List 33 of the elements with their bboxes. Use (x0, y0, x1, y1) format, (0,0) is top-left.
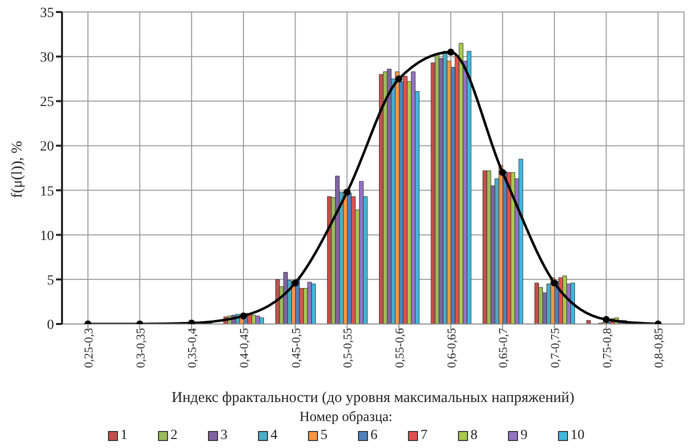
y-tick-label: 20 (40, 140, 54, 155)
legend-label: 2 (170, 428, 178, 444)
y-tick-label: 35 (40, 6, 54, 21)
x-axis-title: Индекс фрактальности (до уровня максимальных напряжений) (172, 390, 574, 406)
x-tick-label: 0,6-0,65 (444, 328, 458, 368)
x-tick-label: 0,8-0,85 (652, 328, 666, 368)
legend-label: 8 (470, 428, 478, 444)
y-tick-label: 0 (47, 318, 54, 333)
x-tick-label: 0,4-0,45 (236, 328, 251, 368)
x-tick-label: 0,75-0,8 (600, 328, 614, 368)
legend-label: 7 (420, 428, 428, 444)
legend-label: 3 (220, 428, 228, 444)
y-tick-label: 15 (40, 184, 54, 200)
y-tick-label: 25 (40, 95, 54, 110)
legend-label: 10 (570, 428, 584, 444)
y-tick-label: 10 (40, 228, 54, 244)
x-tick-label: 0,25-0,3 (81, 328, 96, 368)
x-tick-label: 0,45-0,5 (288, 328, 303, 368)
x-tick-label: 0,55-0,6 (392, 328, 406, 368)
legend-label: 6 (370, 428, 378, 444)
y-tick-label: 5 (47, 273, 54, 288)
legend-label: 5 (320, 428, 328, 444)
legend-label: 9 (520, 428, 528, 444)
legend-label: 1 (120, 428, 128, 444)
y-axis-title: f(μ(l)), % (9, 140, 26, 198)
x-tick-label: 0,65-0,7 (496, 328, 510, 368)
x-tick-label: 0,3-0,35 (133, 328, 148, 368)
legend-label: 4 (270, 428, 278, 444)
legend-title: Номер образца: (298, 410, 394, 426)
x-tick-label: 0,5-0,55 (340, 328, 355, 368)
y-tick-label: 30 (40, 50, 54, 66)
x-tick-label: 0,35-0,4 (185, 328, 200, 368)
x-tick-label: 0,7-0,75 (548, 328, 562, 368)
